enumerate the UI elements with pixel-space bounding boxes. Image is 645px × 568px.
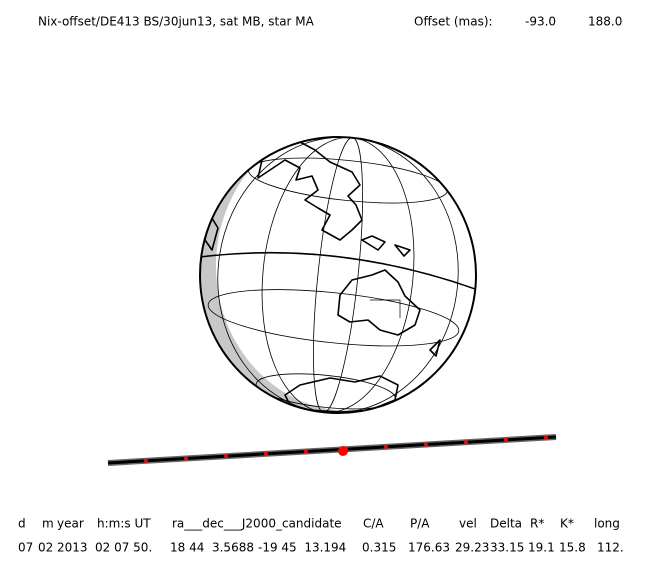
cell: 33.15 bbox=[490, 541, 524, 555]
time-mark bbox=[224, 454, 228, 459]
time-mark bbox=[144, 458, 148, 463]
cell: 2013 bbox=[57, 541, 88, 555]
coastline bbox=[337, 269, 421, 336]
time-mark bbox=[184, 456, 188, 461]
cell: -19 45 13.194 bbox=[258, 541, 346, 555]
time-mark bbox=[424, 442, 428, 447]
offset-value: -93.0 bbox=[525, 15, 556, 29]
column-header: R* bbox=[530, 517, 544, 531]
column-header: ra___dec___J2000_candidate bbox=[172, 517, 342, 531]
cell: 07 bbox=[18, 541, 33, 555]
cell: 112. bbox=[597, 541, 624, 555]
coastline bbox=[249, 139, 363, 241]
cell: 02 07 50. bbox=[95, 541, 152, 555]
shadow-track bbox=[107, 434, 557, 466]
cell: 02 bbox=[38, 541, 53, 555]
time-mark bbox=[544, 435, 548, 440]
globe-interior bbox=[200, 137, 476, 413]
cell: 19.1 bbox=[528, 541, 555, 555]
cell: 15.8 bbox=[559, 541, 586, 555]
time-mark bbox=[464, 440, 468, 445]
cell: 176.63 bbox=[408, 541, 450, 555]
globe bbox=[199, 136, 477, 414]
globe-limb bbox=[199, 136, 477, 414]
column-header: h:m:s UT bbox=[97, 517, 151, 531]
border bbox=[370, 299, 401, 318]
time-mark bbox=[504, 437, 508, 442]
column-header: K* bbox=[560, 517, 574, 531]
equator bbox=[200, 251, 476, 291]
column-header: C/A bbox=[363, 517, 384, 531]
offset-label: Offset (mas): bbox=[414, 15, 493, 29]
cell: 18 44 3.5688 bbox=[170, 541, 254, 555]
time-mark bbox=[384, 444, 388, 449]
title: Nix-offset/DE413 BS/30jun13, sat MB, sta… bbox=[38, 15, 315, 29]
column-header: Delta bbox=[490, 517, 522, 531]
column-header: long bbox=[594, 517, 620, 531]
coastline bbox=[204, 214, 441, 357]
time-mark bbox=[304, 449, 308, 454]
parallel bbox=[207, 289, 460, 347]
column-header: d bbox=[18, 517, 26, 531]
info-table: d m year h:m:s UT ra___dec___J2000_candidate… bbox=[18, 517, 624, 555]
column-header: year bbox=[57, 517, 84, 531]
offset-value: 188.0 bbox=[588, 15, 622, 29]
cell: 29.23 bbox=[455, 541, 489, 555]
track-center bbox=[107, 435, 557, 465]
column-header: P/A bbox=[410, 517, 430, 531]
column-header: m bbox=[42, 517, 54, 531]
closest-approach bbox=[338, 446, 348, 456]
cell: 0.315 bbox=[362, 541, 396, 555]
time-mark bbox=[264, 451, 268, 456]
column-header: vel bbox=[459, 517, 477, 531]
